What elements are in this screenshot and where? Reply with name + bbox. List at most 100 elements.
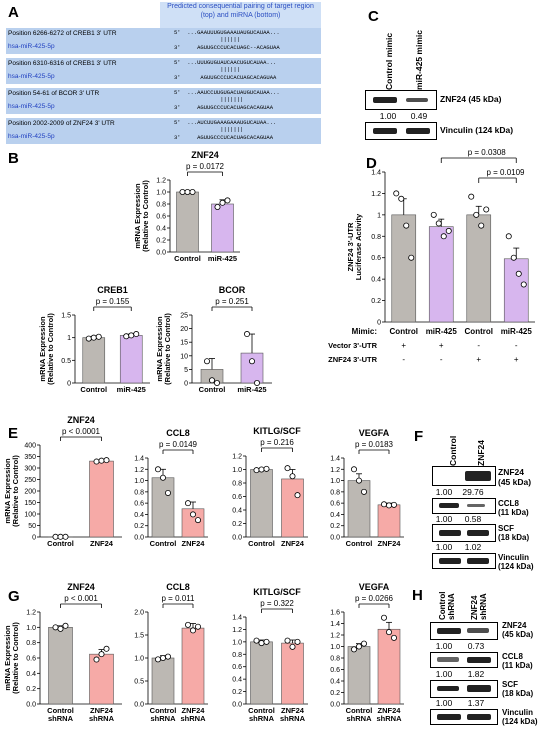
data-point bbox=[85, 335, 92, 342]
y-axis-label: mRNA Expression(Relative to Control) bbox=[155, 313, 172, 385]
data-point bbox=[263, 465, 270, 472]
y-tick-label: 0 bbox=[67, 381, 71, 388]
mirna-name: hsa-miR-425-5p bbox=[8, 133, 55, 140]
blot-label: SCF (18 kDa) bbox=[502, 680, 534, 698]
y-tick-label: 1.0 bbox=[134, 478, 144, 485]
data-point bbox=[203, 358, 210, 365]
data-point bbox=[184, 500, 191, 507]
data-point bbox=[103, 645, 110, 652]
panel-label-g: G bbox=[8, 588, 20, 605]
data-point bbox=[208, 377, 215, 384]
y-tick-label: 1.5 bbox=[61, 313, 71, 320]
y-tick-label: 250 bbox=[24, 477, 36, 484]
data-point bbox=[243, 331, 250, 338]
data-point bbox=[258, 466, 265, 473]
blot-label: ZNF24 (45 kDa) bbox=[502, 621, 534, 639]
blot-strip bbox=[430, 680, 498, 698]
p-value: p = 0.216 bbox=[260, 438, 294, 447]
mirna-sequence: 3' AGUUGCCCUCACUAGCACAGUAA bbox=[174, 74, 277, 81]
data-point bbox=[189, 627, 196, 634]
bar bbox=[466, 214, 492, 323]
bar bbox=[89, 460, 114, 538]
blot-strip bbox=[430, 652, 498, 668]
p-value: p = 0.0149 bbox=[159, 440, 198, 449]
x-tick-label: ZNF24 bbox=[90, 539, 114, 548]
blot-band bbox=[406, 128, 430, 134]
y-tick-label: 0.6 bbox=[330, 501, 340, 508]
data-point bbox=[90, 334, 97, 341]
blot-band bbox=[439, 558, 461, 564]
bar bbox=[82, 337, 106, 384]
target-sequence: 5' ...UUUGUGUAUCAACUGUCAUAA... bbox=[174, 59, 277, 66]
band-value: 1.00 bbox=[379, 111, 397, 121]
data-point bbox=[62, 622, 69, 629]
row-label: ZNF24 3'-UTR bbox=[328, 355, 377, 364]
data-point bbox=[164, 489, 171, 496]
blot-band bbox=[439, 530, 461, 536]
y-tick-label: 0.0 bbox=[232, 535, 242, 542]
y-tick-label: 0 bbox=[377, 320, 381, 327]
data-point bbox=[103, 457, 110, 464]
target-site: Position 2002-2009 of ZNF24 3' UTR bbox=[8, 120, 115, 127]
x-tick-label: miR-425 bbox=[237, 385, 266, 394]
y-tick-label: 5 bbox=[184, 367, 188, 374]
x-tick-label: ZNF24 shRNA bbox=[376, 706, 402, 723]
y-tick-label: 1.2 bbox=[26, 610, 36, 617]
y-tick-label: 0.0 bbox=[330, 702, 340, 709]
y-tick-label: 1.4 bbox=[232, 615, 242, 622]
band-value: 0.58 bbox=[464, 514, 482, 524]
data-point bbox=[159, 655, 166, 662]
data-point bbox=[253, 637, 260, 644]
x-tick-label: Control bbox=[248, 539, 275, 548]
data-point bbox=[515, 270, 522, 277]
pairing-bars: ||||||| bbox=[174, 96, 244, 103]
data-point bbox=[520, 281, 527, 288]
y-axis-label: ZNF24 3'-UTRLuciferase Activity bbox=[346, 213, 363, 280]
data-point bbox=[294, 492, 301, 499]
y-tick-label: 1 bbox=[377, 212, 381, 219]
data-point bbox=[128, 332, 135, 339]
chart-title: CCL8 bbox=[166, 582, 190, 592]
data-point bbox=[408, 254, 415, 261]
x-tick-label: ZNF24 shRNA bbox=[89, 706, 115, 723]
chart-title: ZNF24 bbox=[67, 582, 95, 592]
y-tick-label: 0.4 bbox=[232, 508, 242, 515]
data-point bbox=[253, 379, 260, 386]
y-tick-label: 0.8 bbox=[156, 202, 166, 209]
chart-title: KITLG/SCF bbox=[253, 587, 301, 597]
y-tick-label: 0.8 bbox=[330, 489, 340, 496]
p-value: p = 0.0109 bbox=[486, 168, 525, 177]
data-point bbox=[213, 379, 220, 386]
target-site: Position 54-61 of BCOR 3' UTR bbox=[8, 90, 100, 97]
blot-label: Vinculin (124 kDa) bbox=[440, 125, 514, 135]
data-point bbox=[403, 222, 410, 229]
mirna-name: hsa-miR-425-5p bbox=[8, 73, 55, 80]
y-tick-label: 1.0 bbox=[156, 190, 166, 197]
target-sequence: 5' ...AUCUUGAAAGAAAUGUCAUAA... bbox=[174, 119, 277, 126]
band-value: 0.49 bbox=[410, 111, 428, 121]
data-point bbox=[98, 457, 105, 464]
y-tick-label: 1.2 bbox=[156, 178, 166, 185]
pairing-bars: |||||| bbox=[174, 66, 241, 73]
bar bbox=[250, 469, 273, 538]
band-value: 1.00 bbox=[435, 698, 453, 708]
blot-band bbox=[437, 628, 461, 634]
bar bbox=[391, 214, 417, 323]
blot-label: ZNF24 (45 kDa) bbox=[440, 94, 502, 104]
mirna-sequence: 3' AGUUGCCCUCACUAGCACAGUAA bbox=[174, 134, 274, 141]
y-tick-label: 100 bbox=[24, 512, 36, 519]
bar bbox=[347, 646, 371, 705]
y-tick-label: 0.4 bbox=[134, 512, 144, 519]
condition-sign: + bbox=[401, 341, 406, 350]
blot-band bbox=[406, 98, 428, 102]
data-point bbox=[284, 637, 291, 644]
chart-title: ZNF24 bbox=[191, 150, 219, 160]
y-tick-label: 0.0 bbox=[330, 535, 340, 542]
y-tick-label: 0.2 bbox=[232, 689, 242, 696]
y-tick-label: 0.6 bbox=[26, 656, 36, 663]
panel-label-d: D bbox=[366, 155, 377, 172]
panel-f: Control ZNF24 ZNF24 (45 kDa) 1.00 29.76 … bbox=[418, 420, 550, 580]
y-tick-label: 1.4 bbox=[371, 170, 381, 177]
y-tick-label: 1.2 bbox=[232, 627, 242, 634]
